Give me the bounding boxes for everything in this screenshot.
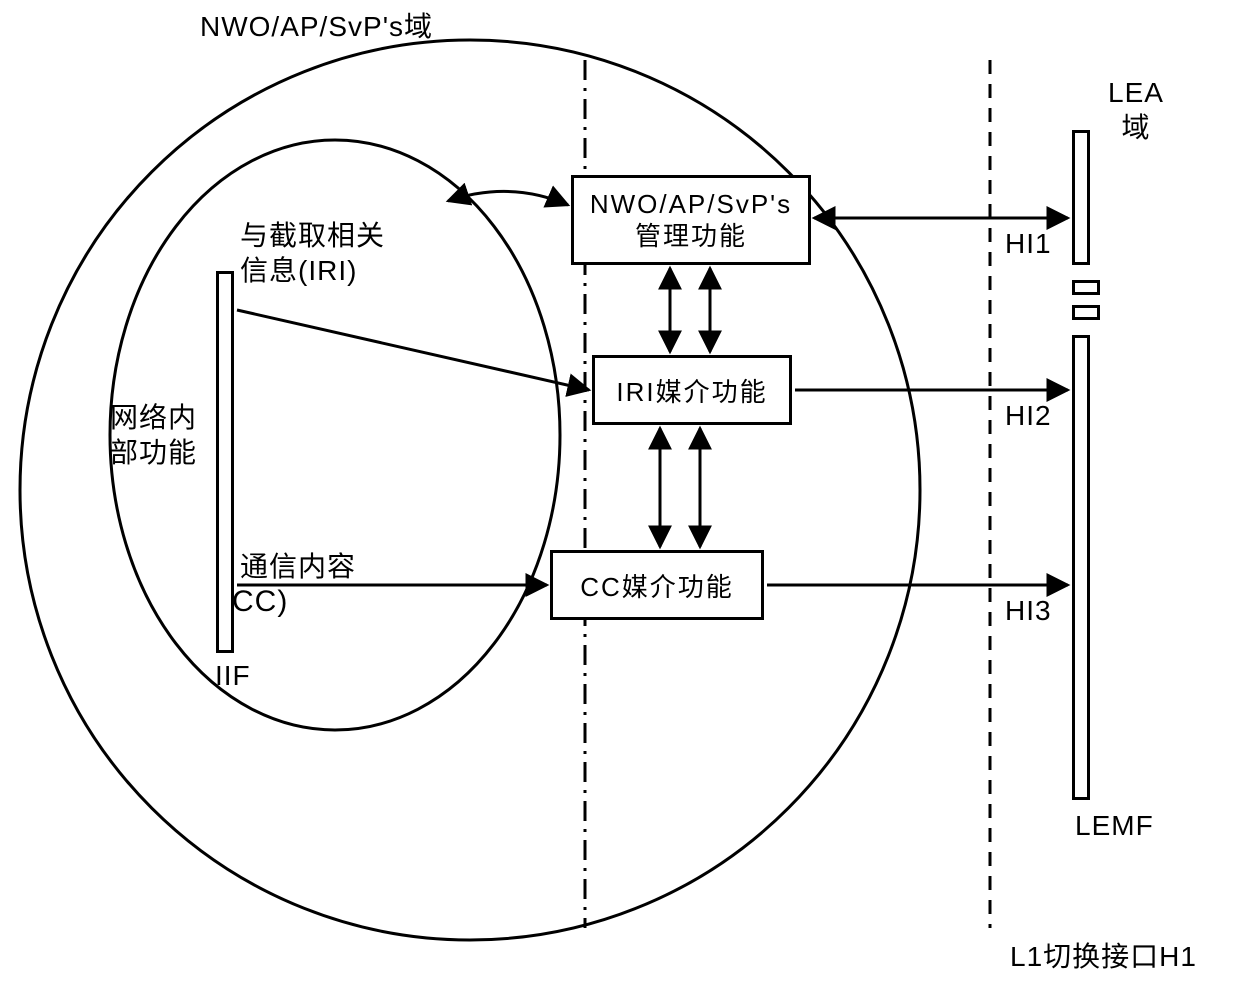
iif-bar [216, 271, 234, 653]
lemf-bar [1072, 335, 1090, 800]
iif-label: IIF [215, 660, 251, 692]
cc-content-label: 通信内容 [240, 545, 356, 585]
gap-bar-2 [1072, 305, 1100, 320]
lemf-label: LEMF [1075, 810, 1154, 842]
network-internal-label: 网络内 部功能 [110, 400, 197, 470]
iri-mediation-box: IRI媒介功能 [592, 355, 792, 425]
gap-bar-1 [1072, 280, 1100, 295]
domain-title: NWO/AP/SvP's域 [200, 5, 433, 45]
hi3-label: HI3 [1005, 595, 1052, 627]
iri-info-label: 与截取相关 信息(IRI) [240, 218, 385, 288]
hi2-label: HI2 [1005, 400, 1052, 432]
lea-hi1-bar [1072, 130, 1090, 265]
hi1-label: HI1 [1005, 228, 1052, 260]
cc-mediation-box: CC媒介功能 [550, 550, 764, 620]
footer-label: L1切换接口H1 [1010, 935, 1197, 975]
edge-inner-to-mgmt [448, 191, 568, 205]
edge-iif-to-iri [237, 310, 589, 390]
mgmt-function-box: NWO/AP/SvP's 管理功能 [571, 175, 811, 265]
lea-domain-label: LEA 域 [1108, 75, 1164, 145]
